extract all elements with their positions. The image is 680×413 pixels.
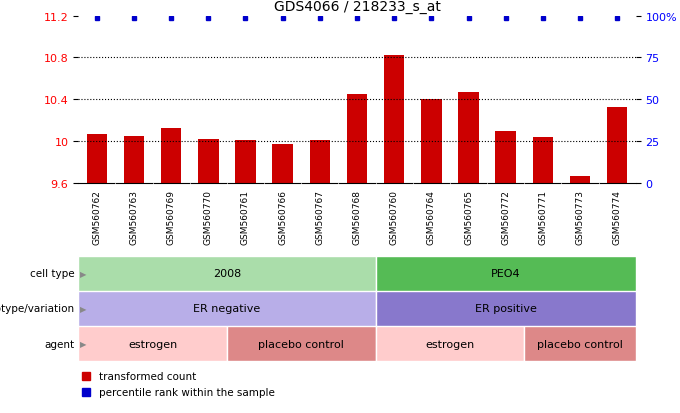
Text: ▶: ▶ bbox=[80, 304, 86, 313]
Bar bbox=[496, 131, 516, 184]
Bar bbox=[78, 326, 227, 361]
Text: agent: agent bbox=[45, 339, 75, 349]
Text: GSM560767: GSM560767 bbox=[316, 190, 324, 244]
Bar bbox=[198, 140, 218, 184]
Bar bbox=[227, 326, 375, 361]
Text: GSM560761: GSM560761 bbox=[241, 190, 250, 244]
Text: estrogen: estrogen bbox=[425, 339, 475, 349]
Bar bbox=[375, 291, 636, 326]
Text: GSM560760: GSM560760 bbox=[390, 190, 398, 244]
Bar bbox=[78, 291, 375, 326]
Bar bbox=[421, 100, 441, 184]
Text: PEO4: PEO4 bbox=[491, 268, 520, 279]
Bar bbox=[458, 93, 479, 184]
Bar bbox=[375, 326, 524, 361]
Text: 2008: 2008 bbox=[213, 268, 241, 279]
Bar bbox=[375, 256, 636, 291]
Bar bbox=[607, 107, 628, 184]
Bar bbox=[384, 56, 405, 184]
Text: GSM560772: GSM560772 bbox=[501, 190, 510, 244]
Text: cell type: cell type bbox=[30, 268, 75, 279]
Bar bbox=[78, 256, 375, 291]
Text: GSM560770: GSM560770 bbox=[204, 190, 213, 244]
Text: GSM560765: GSM560765 bbox=[464, 190, 473, 244]
Text: GSM560763: GSM560763 bbox=[129, 190, 139, 244]
Text: placebo control: placebo control bbox=[258, 339, 344, 349]
Text: ▶: ▶ bbox=[80, 339, 86, 348]
Text: percentile rank within the sample: percentile rank within the sample bbox=[99, 387, 275, 397]
Bar bbox=[532, 138, 553, 184]
Text: ER positive: ER positive bbox=[475, 304, 537, 314]
Bar bbox=[570, 176, 590, 184]
Text: estrogen: estrogen bbox=[128, 339, 177, 349]
Text: transformed count: transformed count bbox=[99, 371, 196, 381]
Bar bbox=[235, 141, 256, 184]
Bar bbox=[124, 137, 144, 184]
Bar bbox=[161, 128, 182, 184]
Text: GSM560774: GSM560774 bbox=[613, 190, 622, 244]
Text: GSM560768: GSM560768 bbox=[352, 190, 362, 244]
Bar bbox=[347, 95, 367, 184]
Text: genotype/variation: genotype/variation bbox=[0, 304, 75, 314]
Bar bbox=[273, 145, 293, 184]
Title: GDS4066 / 218233_s_at: GDS4066 / 218233_s_at bbox=[273, 0, 441, 14]
Text: GSM560762: GSM560762 bbox=[92, 190, 101, 244]
Bar bbox=[309, 141, 330, 184]
Text: GSM560764: GSM560764 bbox=[427, 190, 436, 244]
Text: placebo control: placebo control bbox=[537, 339, 623, 349]
Bar bbox=[524, 326, 636, 361]
Text: GSM560766: GSM560766 bbox=[278, 190, 287, 244]
Text: GSM560771: GSM560771 bbox=[539, 190, 547, 244]
Text: ▶: ▶ bbox=[80, 269, 86, 278]
Text: ER negative: ER negative bbox=[193, 304, 260, 314]
Text: GSM560769: GSM560769 bbox=[167, 190, 175, 244]
Text: GSM560773: GSM560773 bbox=[575, 190, 585, 244]
Bar bbox=[86, 135, 107, 184]
